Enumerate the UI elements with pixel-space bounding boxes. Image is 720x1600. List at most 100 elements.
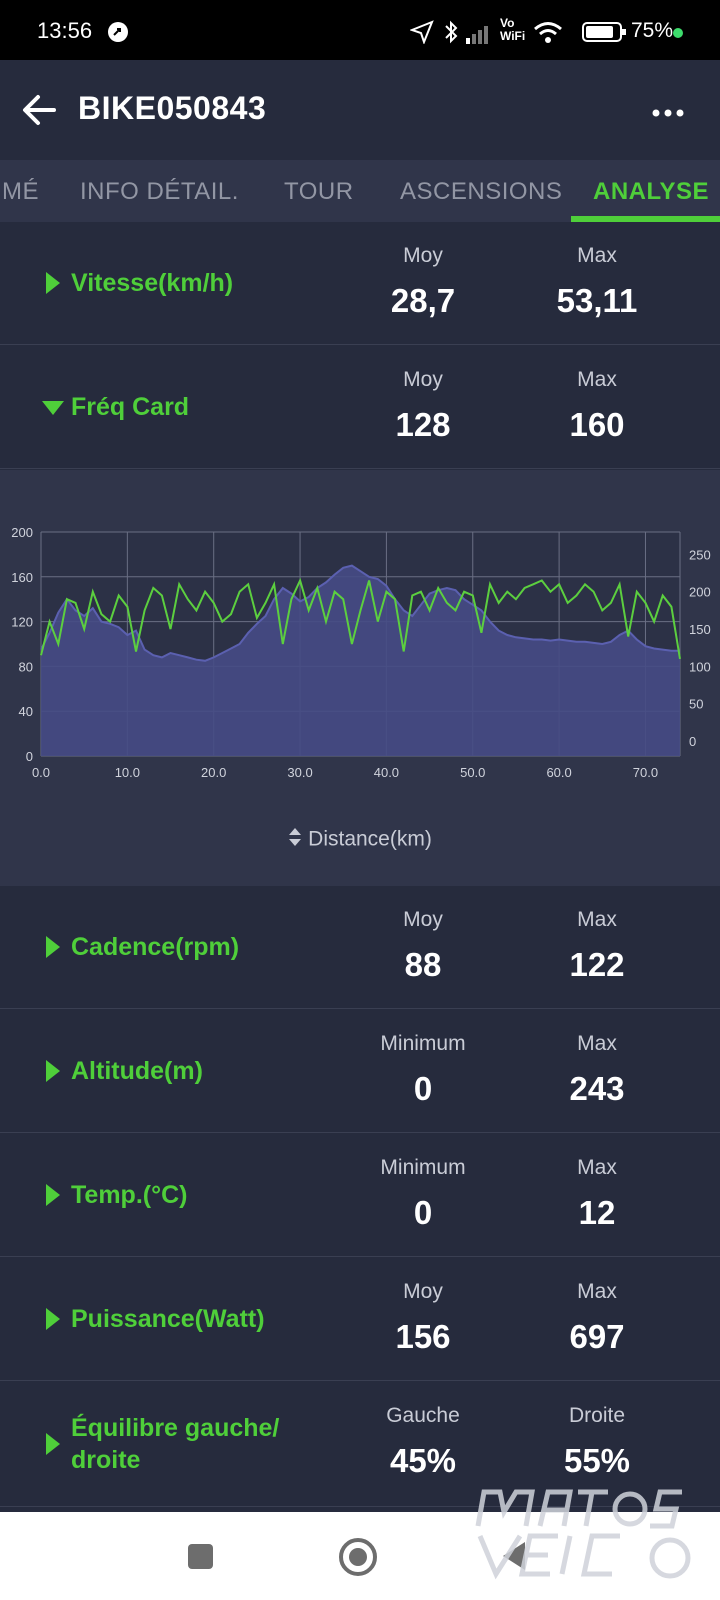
y-left-tick-label: 200: [11, 525, 33, 540]
collapse-caret-icon: [42, 401, 64, 415]
y-left-tick-label: 40: [19, 704, 33, 719]
stat-header: Moy: [403, 1280, 443, 1303]
metric-row-temp[interactable]: Temp.(°C) Minimum 0 Max 12: [0, 1134, 720, 1257]
stat-value: 243: [569, 1070, 625, 1107]
metric-label: Cadence(rpm): [71, 933, 240, 961]
app-bar: BIKE050843: [0, 60, 720, 160]
metric-label: Vitesse(km/h): [71, 269, 234, 297]
heart-rate-chart[interactable]: 0 40 80 120 160 200 0.0 10.0 20.0 30.0 40.0 50.0 60.…: [0, 470, 720, 800]
y-right-tick-label: 200: [689, 585, 711, 600]
stat-header: Max: [577, 1032, 617, 1055]
stat-value: 122: [569, 946, 625, 983]
page-title: BIKE050843: [78, 90, 267, 126]
stat-header: Max: [577, 1156, 617, 1179]
stat-value: 53,11: [556, 282, 638, 319]
vowifi-top: Vo: [500, 16, 515, 30]
metric-row-altitude[interactable]: Altitude(m) Minimum 0 Max 243: [0, 1010, 720, 1133]
expand-caret-icon: [46, 936, 60, 958]
stat-value: 12: [578, 1194, 616, 1231]
y-right-tick-label: 0: [689, 734, 696, 749]
watermark-logo: [475, 1489, 691, 1580]
stat-value: 128: [395, 406, 451, 443]
metric-label-line1: Équilibre gauche/: [71, 1414, 280, 1442]
signal-icon: [466, 26, 488, 44]
stat-value: 88: [404, 946, 442, 983]
tab-analyse[interactable]: ANALYSE: [593, 178, 709, 205]
system-nav-bar: [0, 1512, 720, 1600]
stat-value: 160: [569, 406, 625, 443]
sort-arrows-icon: [288, 827, 302, 853]
x-axis-selector[interactable]: Distance(km): [0, 827, 720, 853]
stat-value: 156: [395, 1318, 451, 1355]
metric-row-cadence[interactable]: Cadence(rpm) Moy 88 Max 122: [0, 886, 720, 1009]
metric-row-vitesse[interactable]: Vitesse(km/h) Moy 28,7 Max 53,11: [0, 222, 720, 345]
stat-header: Max: [577, 368, 617, 391]
metric-row-freq-card[interactable]: Fréq Card Moy 128 Max 160: [0, 346, 720, 469]
status-time: 13:56: [37, 18, 93, 43]
bluetooth-icon: [445, 20, 458, 44]
expand-caret-icon: [46, 1184, 60, 1206]
expand-caret-icon: [46, 272, 60, 294]
metric-label: Fréq Card: [71, 393, 190, 421]
stat-value: 45%: [389, 1442, 457, 1479]
stat-header: Droite: [568, 1404, 626, 1427]
tab-bar: MÉ INFO DÉTAIL. TOUR ASCENSIONS ANALYSE: [0, 160, 720, 222]
heart-rate-line: [40, 564, 680, 662]
tab-tour[interactable]: TOUR: [284, 178, 354, 205]
y-left-tick-label: 160: [11, 570, 33, 585]
y-left-tick-label: 0: [26, 749, 33, 764]
expand-caret-icon: [46, 1433, 60, 1455]
stat-value: 0: [413, 1070, 433, 1107]
stat-header: Max: [577, 1280, 617, 1303]
wifi-icon: [534, 22, 562, 43]
metric-label: Temp.(°C): [71, 1181, 188, 1209]
cadence-line: [40, 577, 681, 660]
metric-row-equilibre[interactable]: Équilibre gauche/ droite Gauche 45% Droi…: [0, 1382, 720, 1507]
back-button[interactable]: [503, 1542, 525, 1570]
x-tick-label: 50.0: [460, 765, 485, 780]
y-right-tick-label: 250: [689, 547, 711, 562]
media-icon: [108, 22, 128, 42]
x-axis-label: Distance(km): [308, 827, 432, 851]
x-tick-label: 60.0: [546, 765, 571, 780]
x-tick-label: 70.0: [633, 765, 658, 780]
metric-label: Puissance(Watt): [71, 1305, 265, 1333]
stat-value: 0: [413, 1194, 433, 1231]
stat-value: 55%: [563, 1442, 631, 1479]
y-left-tick-label: 120: [11, 615, 33, 630]
expand-caret-icon: [46, 1308, 60, 1330]
vowifi-icon: Vo WiFi: [500, 17, 525, 43]
x-tick-label: 40.0: [374, 765, 399, 780]
stat-header: Minimum: [380, 1156, 466, 1179]
battery-percent: 75%: [631, 19, 674, 42]
y-right-tick-label: 50: [689, 697, 703, 712]
x-tick-label: 10.0: [115, 765, 140, 780]
x-tick-label: 20.0: [201, 765, 226, 780]
metric-label: Équilibre gauche/ droite: [71, 1412, 311, 1476]
y-right-tick-label: 100: [689, 659, 711, 674]
tab-ascensions[interactable]: ASCENSIONS: [400, 178, 563, 205]
y-left-tick-label: 80: [19, 659, 33, 674]
vowifi-bottom: WiFi: [500, 29, 526, 43]
stat-header: Moy: [403, 368, 443, 391]
stat-value: 697: [569, 1318, 625, 1355]
stat-header: Moy: [403, 908, 443, 931]
heart-rate-area: [41, 565, 680, 756]
x-tick-label: 0.0: [32, 765, 50, 780]
metric-label: Altitude(m): [71, 1057, 203, 1085]
expand-caret-icon: [46, 1060, 60, 1082]
home-button[interactable]: [339, 1538, 377, 1576]
back-arrow-icon[interactable]: [20, 90, 60, 130]
battery-icon: [582, 22, 626, 42]
metric-label-line2: droite: [71, 1446, 141, 1474]
recents-button[interactable]: [188, 1544, 213, 1569]
stat-header: Minimum: [380, 1032, 466, 1055]
stat-value: 28,7: [390, 282, 456, 319]
tab-info-detail[interactable]: INFO DÉTAIL.: [80, 178, 239, 205]
y-right-tick-label: 150: [689, 622, 711, 637]
more-options-icon[interactable]: [650, 95, 686, 131]
metric-row-puissance[interactable]: Puissance(Watt) Moy 156 Max 697: [0, 1258, 720, 1381]
tab-resume[interactable]: MÉ: [2, 178, 39, 205]
stat-header: Gauche: [386, 1404, 460, 1427]
heart-rate-chart-panel: 0 40 80 120 160 200 0.0 10.0 20.0 30.0 40.0 50.0 60.…: [0, 470, 720, 886]
